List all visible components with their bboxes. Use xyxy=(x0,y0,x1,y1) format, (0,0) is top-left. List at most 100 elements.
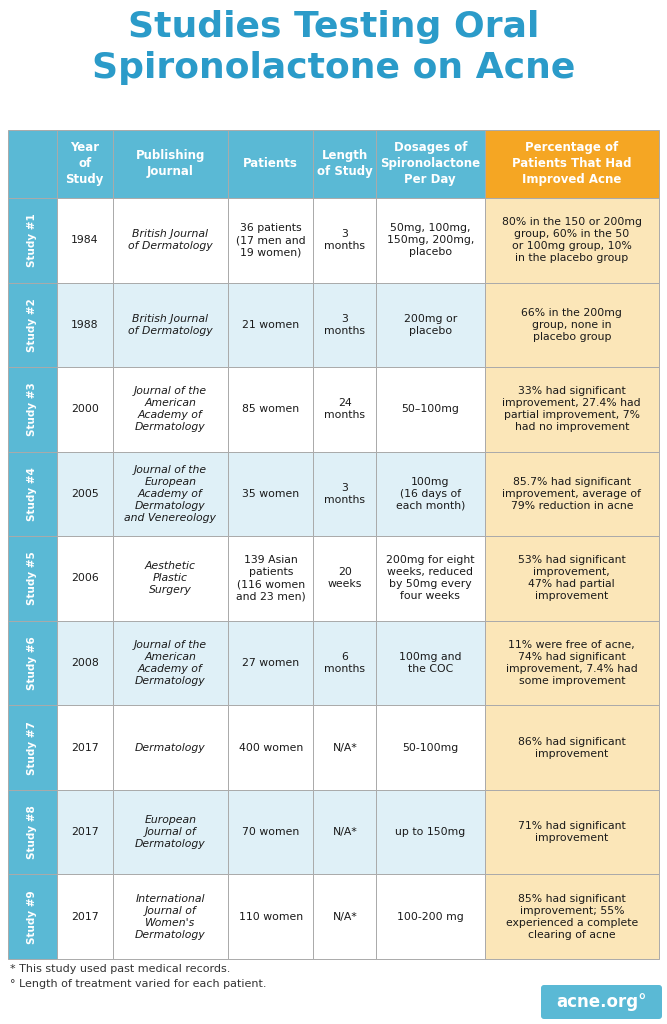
Text: 3
months: 3 months xyxy=(324,483,366,505)
Bar xyxy=(228,621,313,706)
Text: 200mg or
placebo: 200mg or placebo xyxy=(404,313,457,336)
Bar xyxy=(313,537,376,621)
Bar xyxy=(228,537,313,621)
Bar xyxy=(485,130,659,198)
Bar xyxy=(485,706,659,790)
Text: Journal of the
American
Academy of
Dermatology: Journal of the American Academy of Derma… xyxy=(134,386,207,432)
Text: Study #1: Study #1 xyxy=(27,213,37,267)
Bar xyxy=(376,367,485,452)
Bar xyxy=(228,198,313,283)
Text: 100mg and
the COC: 100mg and the COC xyxy=(399,652,462,674)
Text: Dosages of
Spironolactone
Per Day: Dosages of Spironolactone Per Day xyxy=(380,141,480,186)
Bar xyxy=(57,790,113,874)
Bar xyxy=(228,283,313,367)
Text: Study #4: Study #4 xyxy=(27,467,37,521)
Bar xyxy=(313,706,376,790)
Bar xyxy=(313,790,376,874)
Bar xyxy=(485,367,659,452)
Bar xyxy=(485,621,659,706)
Text: 85% had significant
improvement; 55%
experienced a complete
clearing of acne: 85% had significant improvement; 55% exp… xyxy=(506,894,638,940)
Text: 20
weeks: 20 weeks xyxy=(327,567,362,590)
Text: Year
of
Study: Year of Study xyxy=(65,141,104,186)
Bar xyxy=(57,367,113,452)
Text: British Journal
of Dermatology: British Journal of Dermatology xyxy=(128,229,213,251)
Text: 35 women: 35 women xyxy=(242,488,299,499)
Text: Study #9: Study #9 xyxy=(27,890,37,943)
Bar xyxy=(113,706,228,790)
Text: 2000: 2000 xyxy=(71,404,99,415)
Bar xyxy=(113,198,228,283)
Bar xyxy=(8,874,57,959)
Bar xyxy=(113,537,228,621)
Bar xyxy=(485,198,659,283)
Bar xyxy=(313,283,376,367)
Bar xyxy=(485,874,659,959)
Text: 11% were free of acne,
74% had significant
improvement, 7.4% had
some improvemen: 11% were free of acne, 74% had significa… xyxy=(506,640,638,686)
Bar xyxy=(376,621,485,706)
Bar xyxy=(8,130,57,198)
Bar xyxy=(228,874,313,959)
Bar xyxy=(485,452,659,537)
Bar xyxy=(57,874,113,959)
Bar xyxy=(8,367,57,452)
Text: 53% had significant
improvement,
47% had partial
improvement: 53% had significant improvement, 47% had… xyxy=(518,555,626,601)
Bar xyxy=(113,874,228,959)
Bar xyxy=(57,130,113,198)
Bar xyxy=(113,283,228,367)
Text: 33% had significant
improvement, 27.4% had
partial improvement, 7%
had no improv: 33% had significant improvement, 27.4% h… xyxy=(502,386,641,432)
Text: N/A*: N/A* xyxy=(332,742,357,753)
Text: 1988: 1988 xyxy=(71,319,99,330)
Text: Dermatology: Dermatology xyxy=(135,742,205,753)
Text: 2017: 2017 xyxy=(71,911,99,922)
Bar xyxy=(8,283,57,367)
Bar xyxy=(376,283,485,367)
Bar xyxy=(313,874,376,959)
Text: N/A*: N/A* xyxy=(332,911,357,922)
Text: 2017: 2017 xyxy=(71,742,99,753)
Text: acne.org°: acne.org° xyxy=(556,993,647,1011)
Bar xyxy=(113,452,228,537)
Text: International
Journal of
Women's
Dermatology: International Journal of Women's Dermato… xyxy=(135,894,205,940)
Text: 2008: 2008 xyxy=(71,658,99,668)
Text: Study #2: Study #2 xyxy=(27,298,37,351)
Bar xyxy=(8,198,57,283)
Bar xyxy=(376,452,485,537)
Text: 139 Asian
patients
(116 women
and 23 men): 139 Asian patients (116 women and 23 men… xyxy=(236,555,305,601)
Bar xyxy=(8,706,57,790)
Bar xyxy=(113,130,228,198)
Text: Publishing
Journal: Publishing Journal xyxy=(135,150,205,178)
Bar xyxy=(57,706,113,790)
Bar xyxy=(313,621,376,706)
Bar xyxy=(376,130,485,198)
Bar xyxy=(376,874,485,959)
Bar xyxy=(485,537,659,621)
Text: Journal of the
American
Academy of
Dermatology: Journal of the American Academy of Derma… xyxy=(134,640,207,686)
Text: 50mg, 100mg,
150mg, 200mg,
placebo: 50mg, 100mg, 150mg, 200mg, placebo xyxy=(387,223,474,257)
Text: 50–100mg: 50–100mg xyxy=(402,404,460,415)
Bar xyxy=(485,283,659,367)
Text: Study #5: Study #5 xyxy=(27,552,37,605)
Text: Length
of Study: Length of Study xyxy=(317,150,373,178)
Bar xyxy=(313,130,376,198)
Text: * This study used past medical records.: * This study used past medical records. xyxy=(10,964,230,974)
Bar xyxy=(228,130,313,198)
Bar xyxy=(8,621,57,706)
Text: 50-100mg: 50-100mg xyxy=(402,742,458,753)
Text: Aesthetic
Plastic
Surgery: Aesthetic Plastic Surgery xyxy=(145,561,196,596)
Text: 100mg
(16 days of
each month): 100mg (16 days of each month) xyxy=(396,477,465,511)
Text: 80% in the 150 or 200mg
group, 60% in the 50
or 100mg group, 10%
in the placebo : 80% in the 150 or 200mg group, 60% in th… xyxy=(502,217,642,263)
FancyBboxPatch shape xyxy=(541,985,662,1019)
Text: 86% had significant
improvement: 86% had significant improvement xyxy=(518,736,626,759)
Bar xyxy=(376,198,485,283)
Bar xyxy=(313,367,376,452)
Text: ° Length of treatment varied for each patient.: ° Length of treatment varied for each pa… xyxy=(10,979,267,989)
Bar xyxy=(57,452,113,537)
Bar xyxy=(228,367,313,452)
Text: 2005: 2005 xyxy=(71,488,99,499)
Text: 1984: 1984 xyxy=(71,236,99,246)
Text: Study #8: Study #8 xyxy=(27,805,37,859)
Text: European
Journal of
Dermatology: European Journal of Dermatology xyxy=(135,815,205,849)
Text: Studies Testing Oral
Spironolactone on Acne: Studies Testing Oral Spironolactone on A… xyxy=(92,10,575,85)
Text: Study #7: Study #7 xyxy=(27,721,37,774)
Text: 21 women: 21 women xyxy=(242,319,299,330)
